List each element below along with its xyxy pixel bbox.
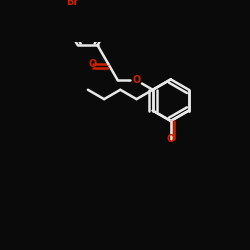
Text: Br: Br [66, 0, 79, 7]
Text: O: O [88, 59, 97, 69]
Text: O: O [132, 76, 141, 86]
Text: O: O [167, 134, 175, 144]
